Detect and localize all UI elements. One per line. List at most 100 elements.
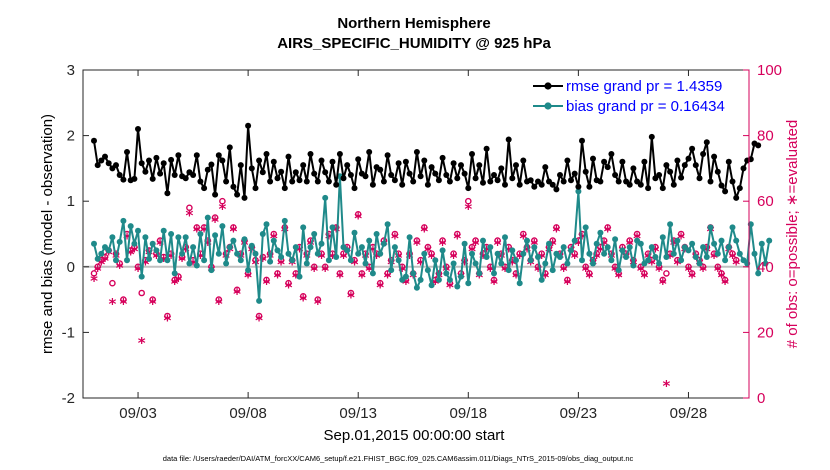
y-tick-label: 2 — [67, 128, 75, 145]
obs-possible-marker — [94, 263, 101, 271]
rmse-point — [656, 172, 663, 178]
obs-possible-marker — [633, 230, 641, 238]
rmse-point — [336, 151, 343, 157]
bias-point — [703, 254, 710, 260]
rmse-point — [421, 157, 428, 164]
obs-evaluated-marker: * — [171, 275, 179, 293]
rmse-point — [454, 175, 461, 182]
rmse-point — [138, 160, 145, 167]
rmse-point — [560, 178, 567, 185]
rmse-point — [241, 194, 248, 201]
obs-possible-marker — [391, 230, 399, 238]
rmse-point — [513, 162, 519, 169]
obs-possible-marker — [274, 270, 281, 277]
obs-possible-marker — [424, 243, 432, 251]
rmse-point — [417, 173, 424, 180]
bias-point — [604, 244, 611, 251]
rmse-point — [340, 175, 347, 182]
obs-evaluated-marker: * — [215, 295, 223, 313]
obs-evaluated-marker: * — [200, 223, 208, 241]
bias-point — [465, 280, 472, 287]
rmse-point — [586, 183, 593, 190]
obs-evaluated-marker: * — [167, 249, 175, 267]
obs-evaluated-marker: * — [431, 275, 439, 293]
bias-point — [516, 280, 523, 287]
bias-point — [421, 250, 428, 257]
x-axis-label: Sep.01,2015 00:00:00 start — [324, 427, 506, 444]
bias-point — [714, 250, 721, 257]
rmse-point — [707, 178, 714, 185]
obs-possible-marker — [420, 224, 428, 231]
obs-evaluated-marker: * — [453, 229, 461, 247]
rmse-point — [703, 139, 710, 146]
obs-possible-marker — [230, 224, 237, 231]
bias-point — [347, 257, 354, 264]
rmse-point — [579, 137, 585, 144]
obs-evaluated-marker: * — [710, 249, 718, 267]
obs-possible-marker — [677, 230, 685, 238]
bias-point — [296, 273, 303, 280]
bias-point — [278, 254, 285, 260]
bias-point — [94, 255, 101, 262]
y-right-tick-label: 0 — [757, 390, 765, 407]
rmse-point — [333, 181, 340, 188]
bias-point — [571, 237, 578, 244]
obs-evaluated-marker: * — [541, 269, 549, 287]
rmse-point — [146, 157, 152, 164]
obs-evaluated-marker: * — [490, 275, 498, 293]
bias-point — [153, 247, 160, 254]
rmse-point — [678, 174, 685, 181]
obs-possible-marker — [336, 270, 344, 277]
rmse-point — [318, 157, 325, 164]
bias-point — [667, 221, 674, 228]
rmse-point — [670, 181, 677, 188]
x-tick-label: 09/03 — [119, 405, 157, 422]
bias-point — [406, 234, 413, 241]
rmse-point — [487, 178, 494, 185]
obs-evaluated-marker: * — [714, 262, 722, 280]
obs-evaluated-marker: * — [336, 269, 344, 287]
rmse-point — [102, 153, 108, 160]
obs-evaluated-marker: * — [552, 223, 560, 241]
bias-point — [696, 260, 703, 267]
obs-evaluated-marker: * — [391, 229, 399, 247]
rmse-point — [256, 157, 263, 164]
obs-evaluated-marker: * — [406, 249, 414, 267]
rmse-point — [424, 181, 431, 188]
obs-possible-marker — [171, 276, 178, 284]
bias-point — [311, 231, 318, 237]
bias-point — [245, 267, 252, 274]
obs-evaluated-marker: * — [688, 269, 696, 287]
bias-point — [443, 270, 450, 277]
obs-evaluated-marker: * — [512, 269, 520, 287]
obs-possible-marker — [376, 279, 384, 287]
bias-point — [190, 244, 197, 251]
rmse-point — [568, 177, 574, 184]
rmse-point — [469, 151, 475, 157]
bias-point — [171, 270, 178, 277]
obs-evaluated-marker: * — [604, 223, 612, 241]
obs-possible-marker — [211, 214, 219, 221]
obs-possible-marker — [413, 237, 421, 244]
bias-point — [289, 257, 296, 264]
obs-possible-marker — [571, 250, 579, 257]
rmse-point — [553, 186, 560, 193]
rmse-point — [410, 178, 417, 185]
y-tick-label: 1 — [67, 193, 75, 210]
bias-point — [612, 236, 619, 243]
rmse-point — [472, 175, 479, 182]
bias-point — [248, 242, 255, 249]
obs-possible-marker — [109, 279, 116, 287]
legend-bias-label: bias grand pr = 0.16434 — [566, 98, 725, 115]
rmse-point — [212, 191, 219, 198]
bias-point — [725, 244, 732, 251]
obs-possible-marker — [714, 263, 722, 271]
bias-point — [432, 257, 439, 264]
rmse-point — [197, 178, 204, 185]
obs-possible-marker — [101, 253, 109, 261]
bias-point — [142, 234, 149, 241]
obs-evaluated-marker: * — [204, 236, 212, 254]
bias-point — [458, 273, 464, 280]
bias-point — [91, 240, 97, 247]
